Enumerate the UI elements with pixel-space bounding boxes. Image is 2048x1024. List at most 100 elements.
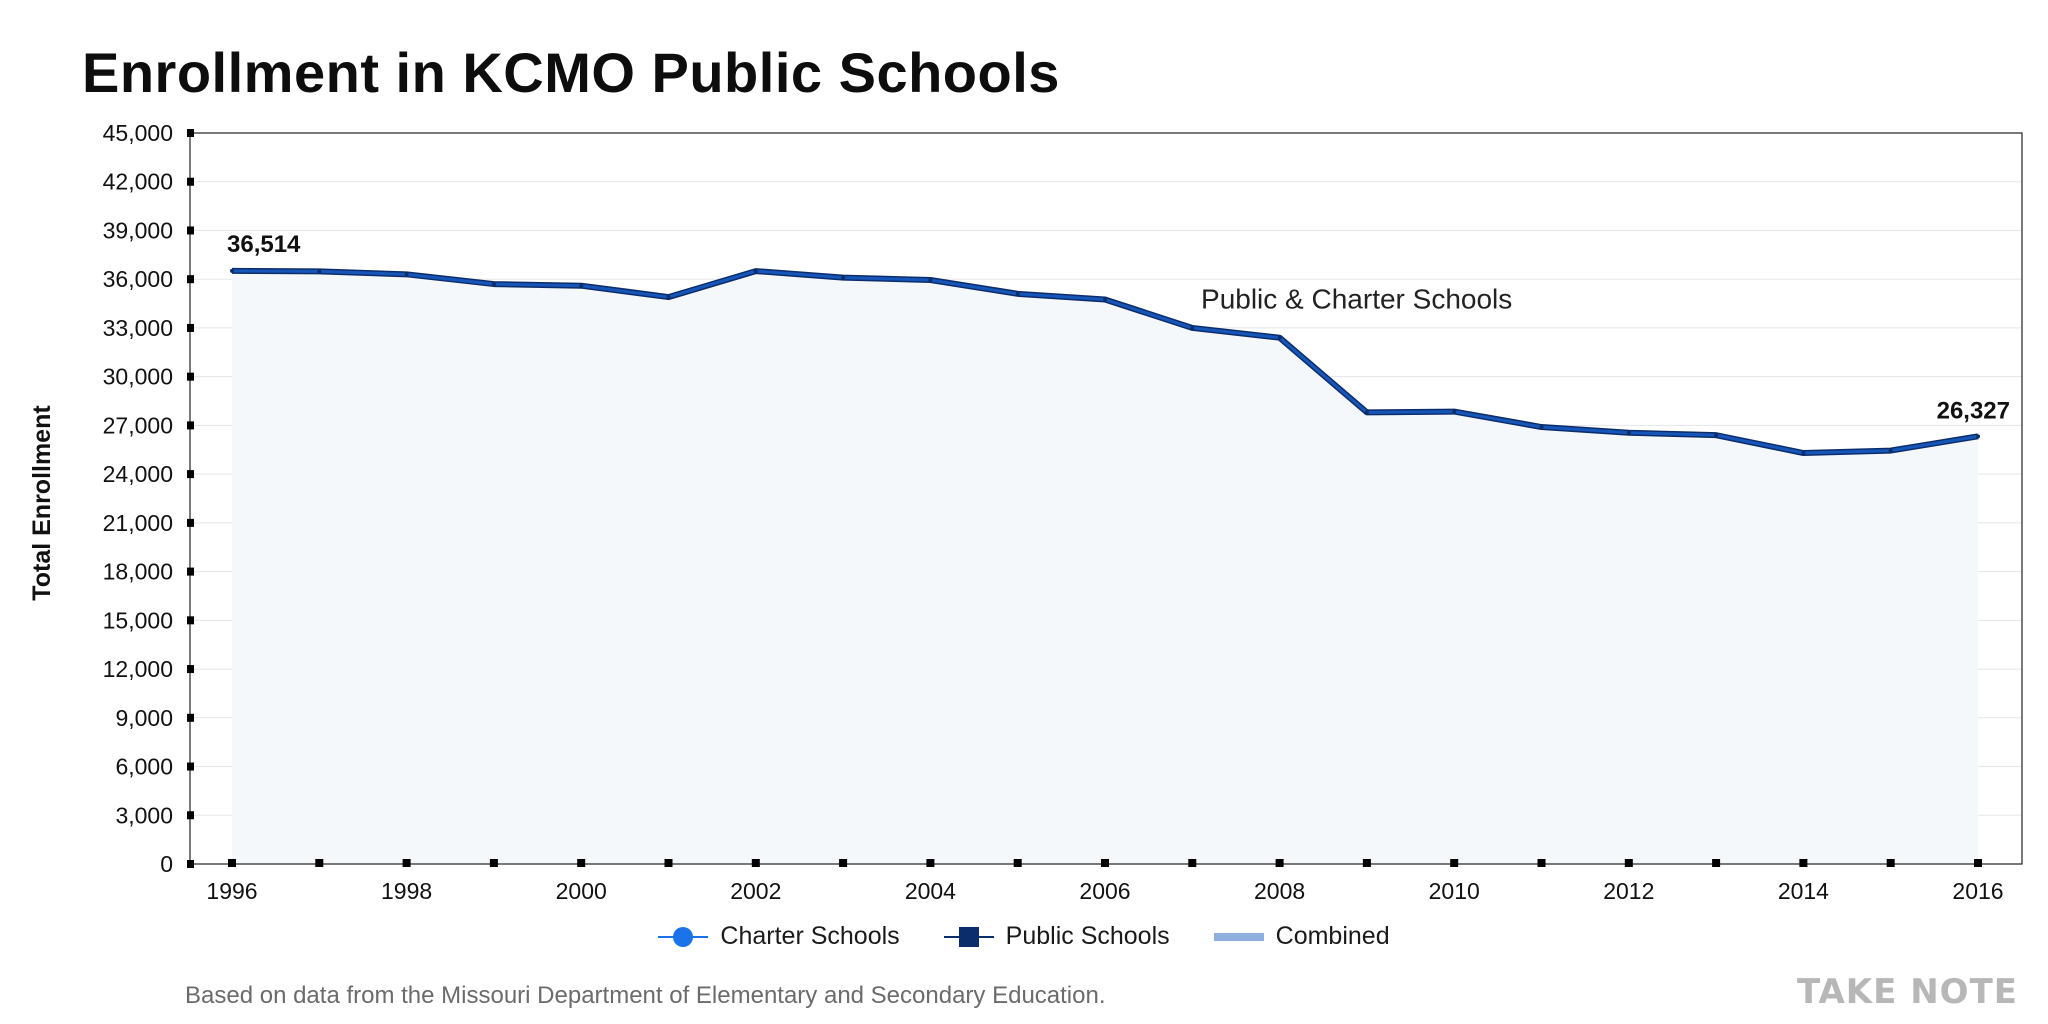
x-tick-mark xyxy=(315,859,324,867)
y-tick-label: 27,000 xyxy=(103,412,173,438)
y-tick-mark xyxy=(187,177,194,186)
x-tick-mark xyxy=(1101,859,1109,867)
data-point xyxy=(1976,434,1980,439)
y-tick-label: 6,000 xyxy=(115,754,173,780)
x-tick-mark xyxy=(751,859,760,867)
data-point xyxy=(1190,325,1195,330)
data-point xyxy=(1626,430,1631,435)
data-point xyxy=(1452,409,1457,414)
brand-logo: TAKE NOTE xyxy=(1796,972,2018,1012)
legend-label: Charter Schools xyxy=(720,922,900,950)
x-tick-label: 1998 xyxy=(381,878,432,904)
x-tick-label: 2002 xyxy=(730,878,781,904)
data-point xyxy=(579,283,584,288)
data-point xyxy=(753,269,758,274)
x-tick-label: 2004 xyxy=(905,878,956,904)
legend-item-charter[interactable]: Charter Schools xyxy=(658,922,900,951)
y-tick-label: 15,000 xyxy=(103,607,173,633)
annotation-end-value: 26,327 xyxy=(1937,397,2010,424)
legend-label: Public Schools xyxy=(1005,922,1170,950)
y-tick-mark xyxy=(187,372,194,381)
x-tick-mark xyxy=(1275,859,1284,867)
x-tick-label: 1996 xyxy=(206,878,257,904)
y-tick-mark xyxy=(187,226,194,235)
y-tick-label: 36,000 xyxy=(103,266,173,292)
y-tick-mark xyxy=(187,665,194,674)
x-tick-mark xyxy=(228,859,236,867)
x-tick-mark xyxy=(1450,859,1459,867)
annotation-series-label: Public & Charter Schools xyxy=(1201,283,1512,314)
y-tick-label: 42,000 xyxy=(103,169,173,195)
data-point xyxy=(1714,433,1719,438)
x-tick-mark xyxy=(664,859,673,867)
data-point xyxy=(841,275,846,280)
x-tick-mark xyxy=(1537,859,1546,867)
y-tick-mark xyxy=(187,421,194,430)
data-point xyxy=(666,295,671,300)
legend-item-combined[interactable]: Combined xyxy=(1213,922,1390,951)
data-point xyxy=(1277,335,1282,340)
x-tick-mark xyxy=(926,859,935,867)
x-tick-label: 2012 xyxy=(1603,878,1654,904)
y-tick-label: 39,000 xyxy=(103,217,173,243)
y-tick-label: 30,000 xyxy=(103,364,173,390)
annotation-start-value: 36,514 xyxy=(227,231,301,258)
data-point xyxy=(404,272,409,277)
series-layer xyxy=(230,267,1980,457)
data-point xyxy=(1015,291,1020,296)
data-point xyxy=(1801,451,1806,456)
y-tick-label: 33,000 xyxy=(103,315,173,341)
y-tick-label: 18,000 xyxy=(103,559,173,585)
y-tick-label: 0 xyxy=(160,851,173,877)
x-tick-label: 2000 xyxy=(556,878,607,904)
x-tick-mark xyxy=(1712,859,1721,867)
data-point xyxy=(317,269,322,274)
y-tick-mark xyxy=(187,129,194,137)
x-tick-mark xyxy=(402,859,411,867)
y-tick-mark xyxy=(187,275,194,284)
source-note: Based on data from the Missouri Departme… xyxy=(185,982,1106,1009)
x-tick-label: 2014 xyxy=(1778,878,1829,904)
x-tick-label: 2016 xyxy=(1952,878,2003,904)
data-point xyxy=(1539,425,1544,430)
data-point xyxy=(230,268,234,273)
annotation-layer: 36,514 26,327 Public & Charter Schools xyxy=(227,231,2010,424)
x-tick-label: 2008 xyxy=(1254,878,1305,904)
y-tick-label: 45,000 xyxy=(103,120,173,146)
legend-item-public[interactable]: Public Schools xyxy=(943,922,1170,951)
y-tick-mark xyxy=(187,811,194,820)
x-tick-mark xyxy=(1362,859,1371,867)
combined-area-fill xyxy=(232,270,1978,864)
square-marker-icon xyxy=(943,926,994,947)
data-point xyxy=(1103,297,1107,302)
x-tick-mark xyxy=(1013,859,1022,867)
x-tick-mark xyxy=(1974,859,1982,867)
y-tick-mark xyxy=(187,323,194,332)
y-tick-label: 12,000 xyxy=(103,656,173,682)
x-tick-label: 2006 xyxy=(1079,878,1130,904)
data-point xyxy=(928,278,933,283)
x-tick-mark xyxy=(1886,859,1895,867)
band-marker-icon xyxy=(1213,932,1264,941)
data-point xyxy=(491,282,496,287)
x-tick-label: 2010 xyxy=(1429,878,1480,904)
y-tick-mark xyxy=(187,860,194,868)
ticks-layer: 0 3,000 6,000 9,000 12,000 15,000 18,000 21,000… xyxy=(103,120,2004,904)
x-tick-mark xyxy=(1799,859,1808,867)
x-tick-mark xyxy=(1188,859,1197,867)
x-tick-mark xyxy=(489,859,498,867)
legend: Charter Schools Public Schools Combined xyxy=(0,922,2048,951)
x-tick-mark xyxy=(1624,859,1633,867)
y-tick-label: 3,000 xyxy=(115,802,173,828)
chart-title: Enrollment in KCMO Public Schools xyxy=(82,41,1060,104)
y-tick-mark xyxy=(187,762,194,771)
data-point xyxy=(1364,410,1369,415)
y-tick-mark xyxy=(187,713,194,722)
y-tick-mark xyxy=(187,567,194,576)
y-tick-label: 24,000 xyxy=(103,461,173,487)
x-tick-mark xyxy=(839,859,848,867)
y-axis-label: Total Enrollment xyxy=(28,405,56,601)
y-tick-mark xyxy=(187,616,194,625)
y-tick-mark xyxy=(187,470,194,479)
